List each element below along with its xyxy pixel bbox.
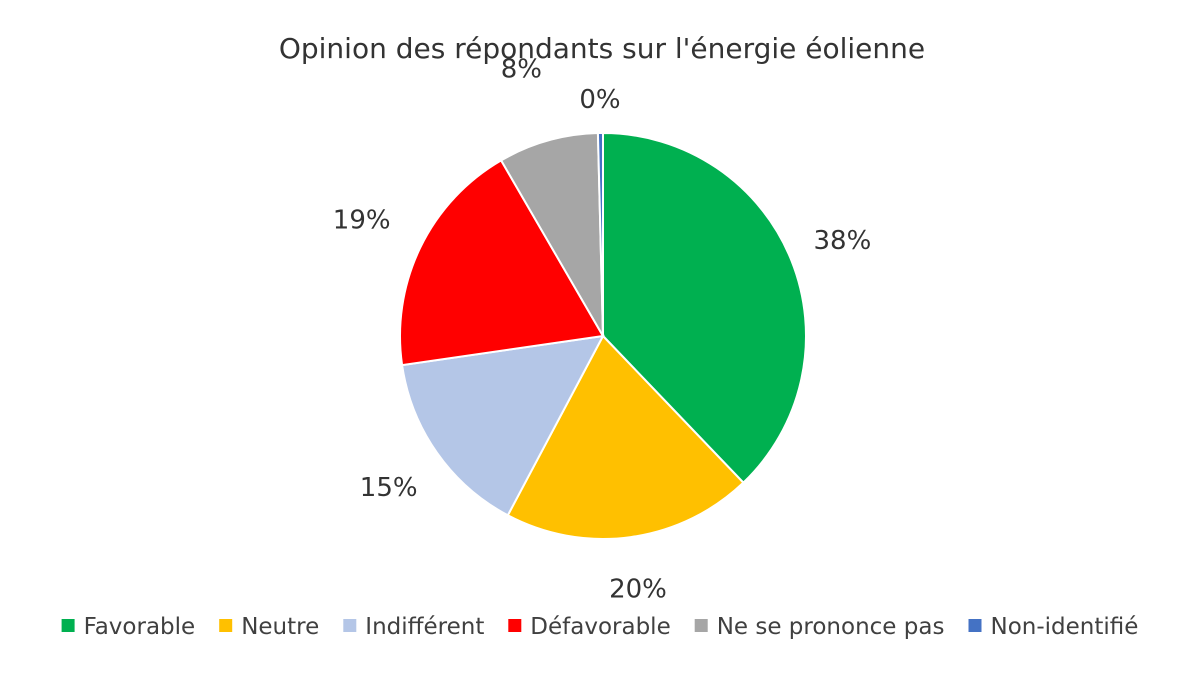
data-label-indifferent: 15% bbox=[360, 473, 418, 503]
pie-slice-defavorable bbox=[399, 159, 605, 367]
pie-slice-neutre bbox=[506, 334, 745, 540]
pie-data-labels: 38% 20% 15% 19% 8% 0% bbox=[333, 55, 871, 605]
chart-title: Opinion des répondants sur l'énergie éol… bbox=[279, 32, 925, 65]
legend-label-defavorable: Défavorable bbox=[530, 614, 670, 640]
pie-slice-non-identifie bbox=[596, 131, 604, 337]
pie-slice-ne-se-prononce-pas bbox=[499, 132, 604, 337]
legend: Favorable Neutre Indifférent Défavorable Ne … bbox=[61, 614, 1139, 640]
legend-label-favorable: Favorable bbox=[84, 614, 196, 640]
pie-slices bbox=[399, 131, 807, 540]
pie-slice-indifferent bbox=[400, 334, 605, 517]
legend-swatch-indifferent bbox=[343, 619, 357, 632]
data-label-ne-se-prononce-pas: 8% bbox=[501, 55, 542, 85]
legend-swatch-neutre bbox=[219, 619, 233, 632]
data-label-defavorable: 19% bbox=[333, 205, 391, 235]
legend-label-ne-se-prononce-pas: Ne se prononce pas bbox=[717, 614, 945, 640]
data-label-neutre: 20% bbox=[609, 575, 667, 605]
pie-slice-favorable bbox=[602, 131, 807, 485]
legend-swatch-non-identifie bbox=[968, 619, 982, 632]
legend-label-non-identifie: Non-identifié bbox=[991, 614, 1139, 640]
legend-label-neutre: Neutre bbox=[241, 614, 319, 640]
legend-label-indifferent: Indifférent bbox=[365, 614, 484, 640]
legend-swatch-ne-se-prononce-pas bbox=[694, 619, 708, 632]
legend-swatch-defavorable bbox=[508, 619, 522, 632]
legend-swatch-favorable bbox=[61, 619, 75, 632]
data-label-favorable: 38% bbox=[814, 226, 872, 256]
data-label-non-identifie: 0% bbox=[579, 85, 620, 115]
